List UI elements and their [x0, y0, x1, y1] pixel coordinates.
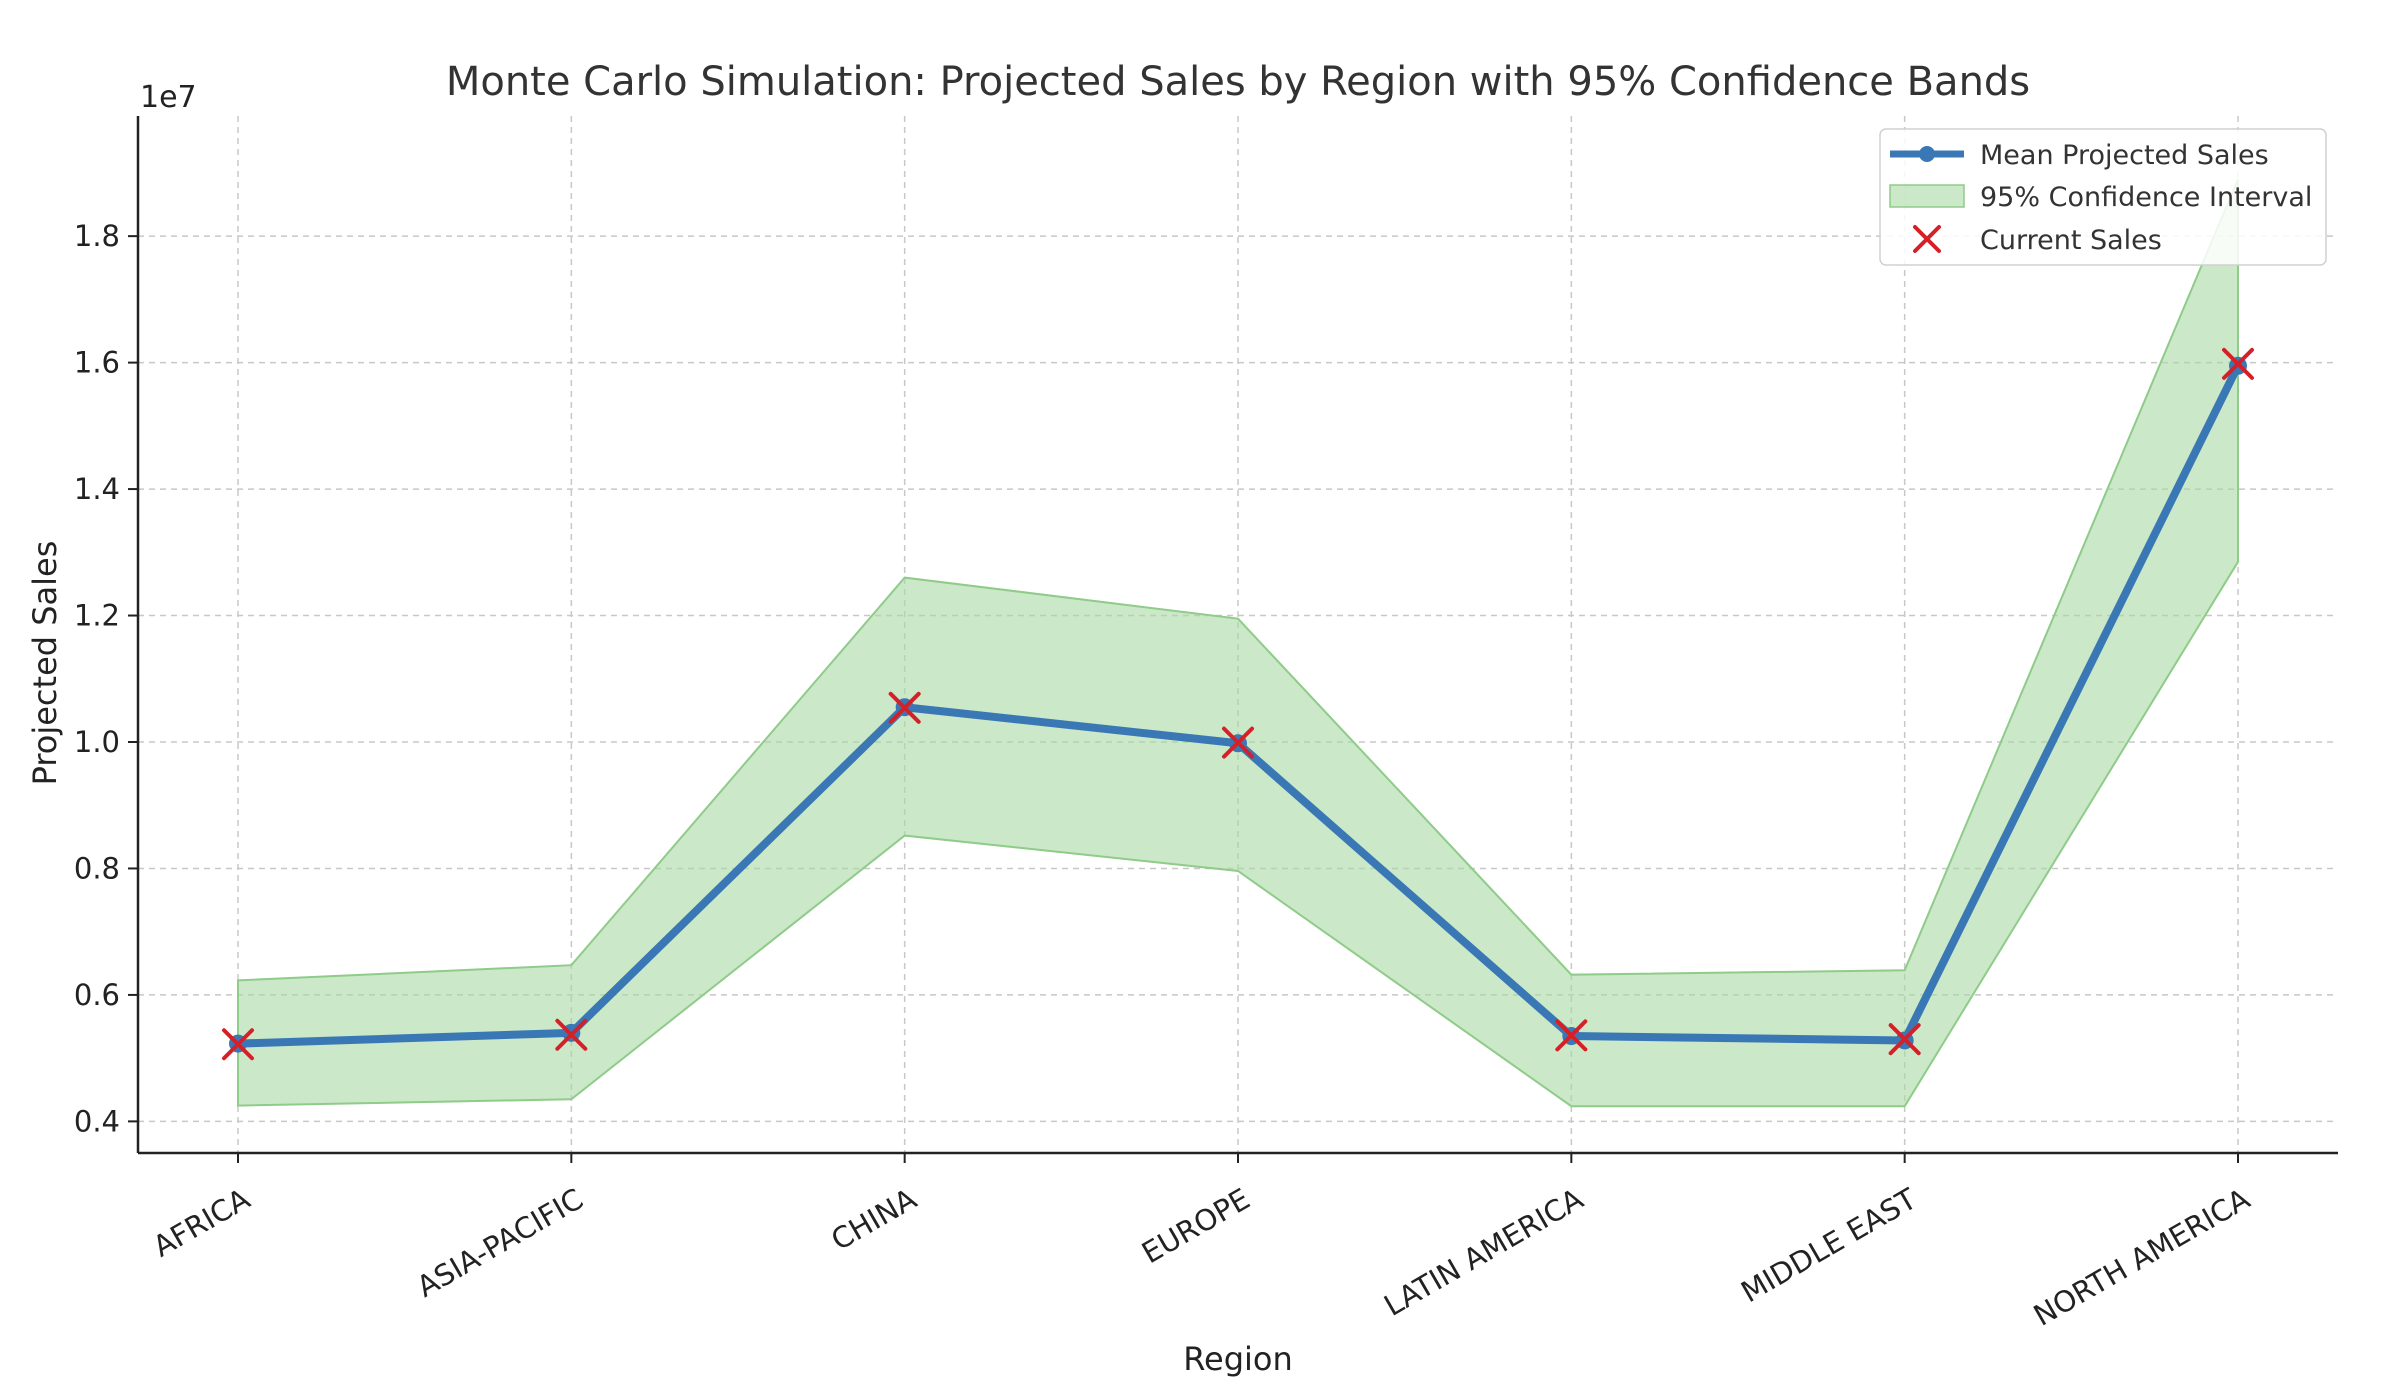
x-axis-label: Region — [1183, 1340, 1293, 1378]
legend-marker-swatch — [1913, 225, 1941, 253]
legend-band-swatch — [1889, 184, 1965, 208]
chart-title: Monte Carlo Simulation: Projected Sales … — [446, 59, 2030, 105]
marker-stroke — [1888, 1023, 1921, 1056]
y-tick-label: 1.8 — [74, 219, 120, 253]
legend-label: 95% Confidence Interval — [1980, 182, 2312, 213]
legend-box — [1879, 128, 2327, 266]
current-sales-marker — [2222, 347, 2254, 380]
y-tick-label: 0.4 — [74, 1104, 120, 1138]
y-axis-label: Projected Sales — [26, 541, 64, 786]
current-sales-marker-layer — [222, 347, 2254, 1061]
marker-stroke — [1555, 1019, 1588, 1052]
y-tick-label: 0.8 — [74, 851, 120, 885]
marker-stroke — [1222, 726, 1254, 759]
current-sales-marker — [888, 691, 921, 724]
y-tick-label: 1.6 — [74, 346, 120, 380]
marker-stroke — [2222, 347, 2254, 380]
current-sales-marker — [1555, 1019, 1588, 1052]
legend-label: Mean Projected Sales — [1980, 140, 2269, 171]
legend-label: Current Sales — [1980, 225, 2162, 256]
y-tick-label: 1.2 — [74, 599, 120, 633]
y-tick-label: 0.6 — [74, 978, 120, 1012]
marker-stroke — [222, 1028, 254, 1061]
current-sales-marker — [1222, 726, 1254, 759]
legend: Mean Projected Sales 95% Confidence Inter… — [1879, 128, 2327, 266]
current-sales-marker — [555, 1018, 588, 1051]
marker-stroke — [555, 1018, 588, 1051]
y-tick-label: 1.0 — [74, 725, 120, 759]
axes — [128, 116, 2338, 1163]
y-tick-labels: 0.4 0.6 0.8 1.0 1.2 1.4 1.6 1.8 — [74, 219, 120, 1138]
y-offset-label: 1e7 — [140, 80, 197, 115]
current-sales-marker — [1888, 1023, 1921, 1056]
legend-line-swatch-marker — [1919, 146, 1935, 162]
y-tick-label: 1.4 — [74, 472, 120, 506]
marker-stroke — [888, 691, 921, 724]
current-sales-marker — [222, 1028, 254, 1061]
